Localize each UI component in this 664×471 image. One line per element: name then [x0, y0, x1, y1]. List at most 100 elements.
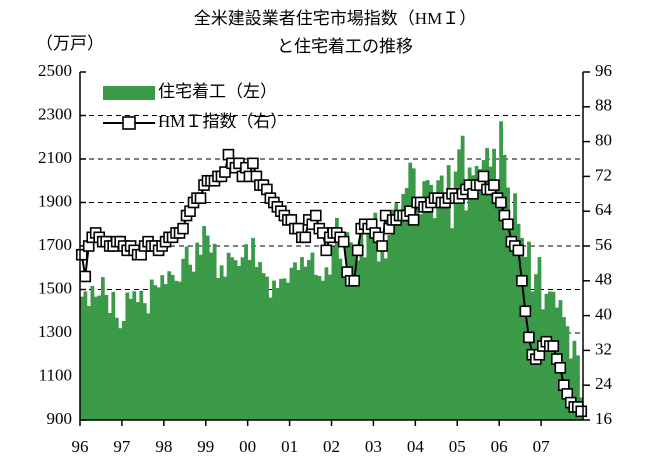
y-tick-label: 900 [47, 409, 73, 428]
y-tick-label: 1900 [38, 191, 72, 210]
bar [422, 181, 427, 420]
bar [118, 328, 123, 420]
bar [369, 226, 374, 420]
bar [453, 171, 458, 420]
bar [188, 264, 193, 420]
bar [321, 280, 325, 420]
bar [548, 291, 552, 420]
y2-tick-label: 88 [595, 96, 612, 115]
bar [478, 169, 483, 420]
x-tick-label: 97 [113, 437, 131, 456]
legend-label: HMＩ指数（右） [158, 112, 287, 131]
bar [485, 147, 489, 420]
chart-title: 全米建設業者住宅市場指数（HMＩ） [194, 9, 476, 28]
chart-title: と住宅着工の推移 [277, 37, 413, 56]
marker [495, 196, 507, 209]
bar [397, 217, 402, 420]
bar [97, 295, 102, 420]
bar [366, 234, 371, 420]
bar [272, 280, 276, 420]
bar [86, 306, 91, 420]
bar [219, 265, 224, 420]
marker [247, 157, 259, 170]
bar [191, 271, 196, 420]
bar [132, 291, 137, 420]
y2-tick-label: 96 [595, 61, 612, 80]
y2-tick-label: 40 [595, 305, 612, 324]
bar [411, 168, 416, 420]
x-tick-label: 01 [281, 437, 298, 456]
bar [576, 355, 580, 420]
bar [376, 261, 381, 420]
marker [376, 240, 388, 252]
bar [293, 262, 297, 420]
marker [351, 244, 364, 257]
x-tick-label: 96 [72, 437, 89, 456]
bar [506, 187, 510, 420]
bar [307, 259, 311, 420]
bar [104, 294, 109, 420]
bar [324, 267, 329, 420]
bar [195, 242, 200, 420]
bar [149, 279, 154, 420]
bar [432, 218, 437, 420]
marker [516, 274, 528, 287]
y2-tick-label: 32 [595, 339, 612, 358]
bar [446, 165, 451, 420]
bar [205, 235, 210, 420]
bar [153, 285, 158, 420]
bar [121, 321, 126, 420]
y-tick-label: 1700 [38, 235, 72, 254]
bar [565, 326, 570, 420]
bar [352, 255, 357, 420]
y2-tick-label: 72 [595, 165, 612, 184]
bar [509, 219, 514, 420]
bar [111, 291, 116, 420]
x-tick-label: 00 [239, 437, 256, 456]
bar [146, 313, 151, 420]
marker [488, 179, 500, 191]
bar [534, 274, 538, 420]
marker [512, 244, 525, 257]
bar [467, 167, 472, 420]
bar [174, 280, 179, 420]
bar [348, 242, 353, 420]
bar [345, 232, 350, 420]
bar [265, 276, 269, 420]
bar [303, 266, 308, 420]
bar [481, 160, 486, 420]
bar [541, 309, 545, 420]
y-tick-label: 1300 [38, 322, 72, 341]
marker [502, 218, 514, 231]
x-tick-label: 02 [323, 437, 340, 456]
y-tick-label: 1100 [39, 365, 72, 384]
bar [404, 187, 409, 420]
bar [390, 209, 395, 420]
y2-tick-label: 56 [595, 235, 612, 254]
y-tick-label: 2500 [38, 61, 72, 80]
bar [247, 259, 252, 420]
marker [194, 192, 207, 204]
marker [523, 331, 535, 344]
bar [380, 240, 385, 420]
bar [80, 296, 84, 420]
bar [499, 121, 503, 420]
bar [163, 284, 168, 420]
bar [537, 257, 542, 420]
bar [156, 287, 161, 420]
bar [233, 260, 238, 420]
bar [240, 257, 245, 420]
y-axis-label: （万戸） [36, 34, 104, 53]
bar [237, 266, 241, 420]
bar [572, 340, 577, 420]
bar [258, 262, 262, 420]
y2-tick-label: 80 [595, 131, 612, 150]
bar [184, 246, 189, 420]
y2-tick-label: 24 [595, 374, 613, 393]
bar [415, 200, 420, 420]
bar [527, 241, 531, 420]
bar [418, 214, 423, 420]
bar [90, 286, 95, 420]
bar [300, 257, 304, 420]
